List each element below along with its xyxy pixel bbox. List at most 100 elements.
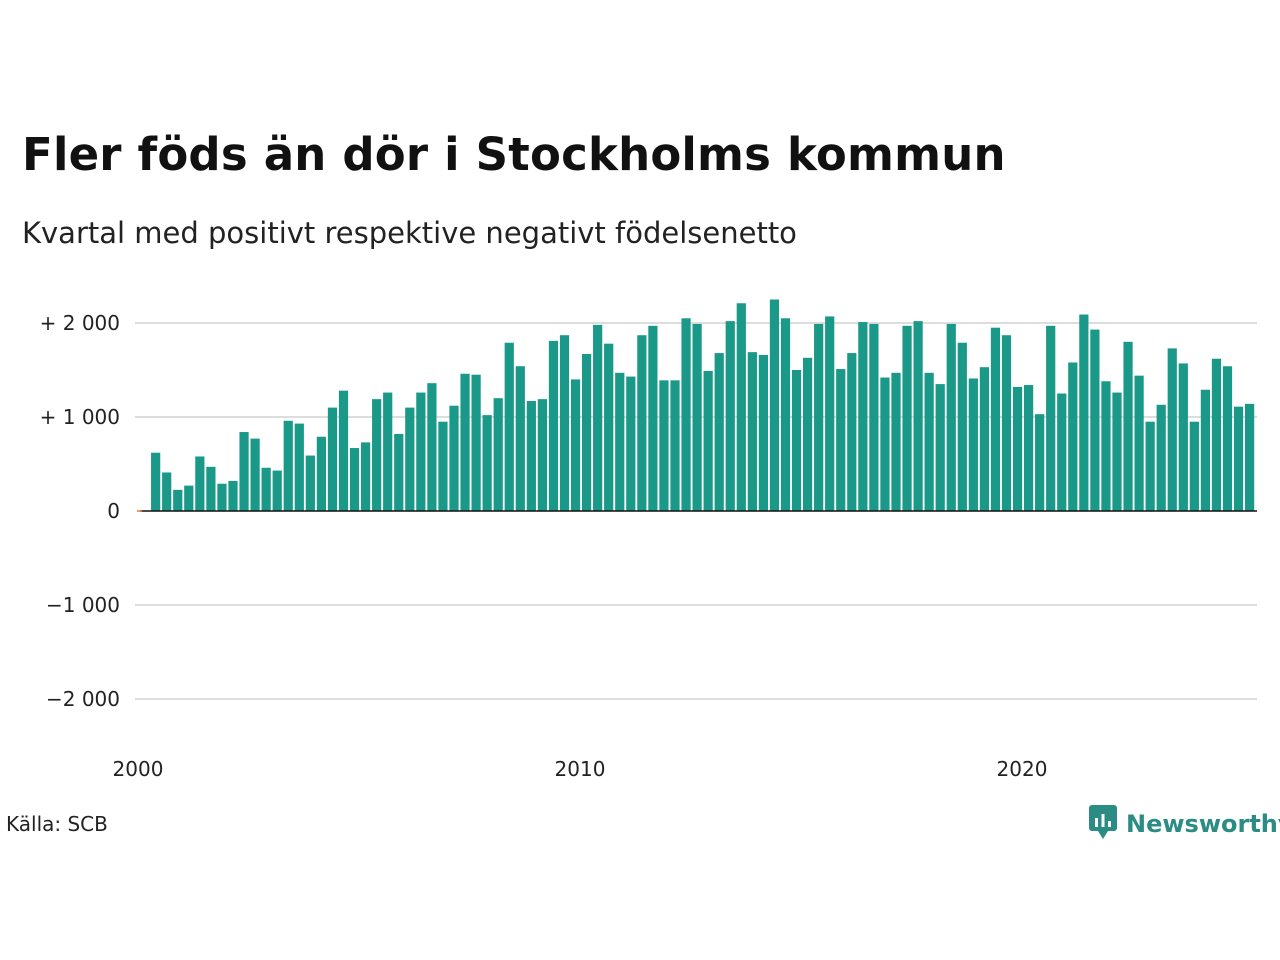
bar bbox=[1156, 404, 1166, 511]
bar bbox=[316, 436, 326, 511]
bar bbox=[239, 432, 249, 511]
bar bbox=[162, 472, 172, 511]
bar bbox=[449, 405, 459, 511]
bar bbox=[968, 378, 978, 511]
bar-chart: + 2 000 + 1 000 0 −1 000 −2 000 2000 2010 2020 bbox=[40, 299, 1257, 781]
chart-subtitle: Kvartal med positivt respektive negativt… bbox=[22, 216, 797, 250]
bar bbox=[979, 367, 989, 511]
bar bbox=[250, 438, 260, 511]
bar bbox=[891, 372, 901, 511]
bar bbox=[548, 340, 559, 511]
bar bbox=[1057, 393, 1067, 511]
bar bbox=[1024, 385, 1034, 511]
bar bbox=[151, 452, 161, 511]
bar bbox=[294, 423, 304, 511]
bar bbox=[836, 369, 846, 511]
bar bbox=[1035, 414, 1045, 511]
bar bbox=[272, 470, 282, 511]
bar bbox=[1068, 362, 1078, 511]
bar bbox=[1112, 392, 1122, 511]
bar bbox=[880, 377, 890, 511]
bar bbox=[791, 370, 802, 511]
bar bbox=[361, 442, 371, 511]
brand-name: Newsworthy bbox=[1126, 810, 1280, 838]
bar bbox=[184, 485, 194, 511]
bar bbox=[1123, 341, 1133, 511]
bar bbox=[692, 323, 702, 511]
bar bbox=[681, 318, 691, 511]
bar bbox=[173, 489, 183, 511]
bar bbox=[582, 354, 592, 511]
bar bbox=[394, 433, 404, 511]
bar bbox=[471, 374, 481, 511]
bar bbox=[261, 467, 271, 511]
bar bbox=[858, 322, 868, 511]
bar bbox=[659, 380, 669, 511]
bar bbox=[1134, 375, 1144, 511]
x-tick-label: 2020 bbox=[997, 757, 1048, 781]
bar bbox=[482, 415, 492, 511]
bar bbox=[372, 399, 382, 511]
y-tick-label: −1 000 bbox=[46, 593, 120, 617]
bar bbox=[1222, 366, 1233, 511]
bar bbox=[438, 421, 448, 511]
bar bbox=[736, 303, 746, 511]
bar bbox=[780, 318, 791, 511]
bar bbox=[814, 323, 824, 511]
bar bbox=[327, 407, 338, 511]
x-tick-label: 2010 bbox=[555, 757, 606, 781]
bar bbox=[902, 325, 912, 511]
bar bbox=[305, 455, 315, 511]
bar bbox=[217, 483, 227, 511]
bar bbox=[803, 357, 813, 511]
source-note: Källa: SCB bbox=[6, 812, 108, 836]
bar bbox=[515, 366, 525, 511]
bar bbox=[769, 299, 780, 511]
bar bbox=[493, 398, 503, 511]
bar bbox=[1012, 386, 1023, 511]
bar bbox=[526, 401, 536, 511]
bar bbox=[935, 384, 945, 511]
bar bbox=[1079, 314, 1089, 511]
bar bbox=[537, 399, 547, 511]
bar bbox=[869, 323, 879, 511]
x-tick-label: 2000 bbox=[113, 757, 164, 781]
bar bbox=[637, 335, 647, 511]
bar bbox=[349, 448, 360, 511]
bar bbox=[847, 353, 857, 511]
brand-logo[interactable]: Newsworthy bbox=[1088, 804, 1280, 844]
bar bbox=[1245, 403, 1255, 511]
y-tick-label: −2 000 bbox=[46, 687, 120, 711]
bar bbox=[747, 352, 757, 511]
bar bbox=[924, 372, 934, 511]
bar bbox=[228, 480, 238, 511]
y-tick-label: + 1 000 bbox=[40, 405, 120, 429]
bar bbox=[206, 466, 216, 511]
bar bbox=[946, 323, 956, 511]
bar bbox=[1001, 335, 1012, 511]
bar bbox=[1211, 358, 1222, 511]
newsworthy-chart-bubble-icon bbox=[1088, 804, 1118, 844]
y-tick-label: + 2 000 bbox=[40, 311, 120, 335]
bar bbox=[648, 325, 658, 511]
bar bbox=[1090, 329, 1100, 511]
bar bbox=[725, 321, 735, 511]
bar bbox=[283, 420, 293, 511]
bar bbox=[1101, 381, 1111, 511]
y-tick-label: 0 bbox=[107, 499, 120, 523]
bar bbox=[1178, 363, 1188, 511]
bar bbox=[758, 354, 768, 511]
bar bbox=[957, 342, 967, 511]
bar bbox=[825, 316, 835, 511]
bar bbox=[195, 456, 205, 511]
bar bbox=[1233, 406, 1244, 511]
bar bbox=[990, 327, 1001, 511]
bar bbox=[604, 343, 614, 511]
bar bbox=[1046, 325, 1056, 511]
bar bbox=[626, 376, 636, 511]
bar bbox=[504, 342, 514, 511]
bar bbox=[460, 373, 470, 511]
bar bbox=[570, 379, 581, 511]
bar bbox=[559, 335, 570, 511]
bar bbox=[416, 392, 426, 511]
